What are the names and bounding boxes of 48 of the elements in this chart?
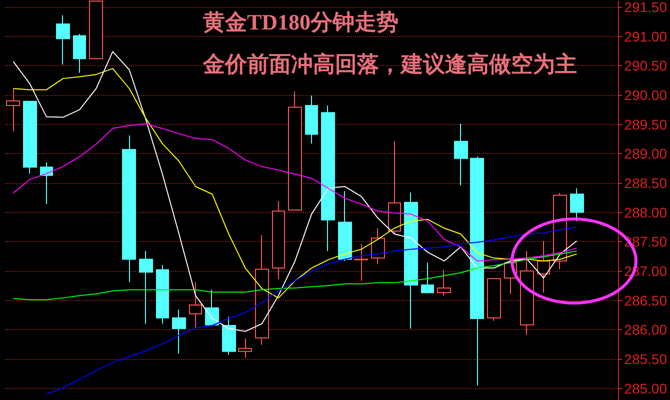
candlestick [454,123,468,186]
y-tick-label: 291.00 [624,28,668,44]
line-series [12,250,578,300]
y-tick-label: 286.00 [624,322,668,338]
y-tick-label: 290.50 [624,58,668,74]
candlestick [6,88,20,132]
candlestick [520,250,534,336]
y-tick-label: 289.50 [624,116,668,132]
candlestick [56,14,70,65]
line-series [12,123,578,262]
y-tick-label: 285.50 [624,350,668,367]
candlestick [354,243,368,282]
candlestick [470,156,484,386]
candlestick [23,100,37,174]
candlestick [238,338,252,358]
candlestick [421,262,434,294]
candlestick [321,105,335,252]
line-series [46,226,578,395]
candlestick [305,95,318,144]
text: 金价前面冲高回落，建议逢高做空为主 [202,52,577,76]
candlestick [570,188,584,222]
candlestick [156,264,169,324]
candlestick [272,200,285,280]
candlestick [40,162,53,205]
candlestick [404,192,418,329]
candlestick [371,228,385,264]
y-tick-label: 285.00 [624,380,668,396]
chart-title: 黄金TD180分钟走势 [202,10,399,34]
candlestick [487,278,501,322]
candlestick [122,134,136,283]
line-series [12,51,578,332]
y-tick-label: 286.50 [624,292,668,308]
y-tick-label: 288.00 [624,204,668,220]
y-tick-label: 289.00 [624,146,668,162]
candlestick [222,316,236,356]
candlestick [537,240,550,294]
y-tick-label: 291.50 [624,0,668,15]
candlestick [437,269,451,296]
candlestick [288,90,302,210]
candlestick [255,234,269,346]
y-tick-label: 290.00 [624,86,668,103]
candlestick [139,250,153,324]
candlestick [172,309,186,354]
candlestick [388,140,401,234]
candlestick [338,190,352,262]
candlestick [189,282,202,329]
y-tick-label: 288.50 [624,174,668,191]
candlestick [73,33,86,74]
